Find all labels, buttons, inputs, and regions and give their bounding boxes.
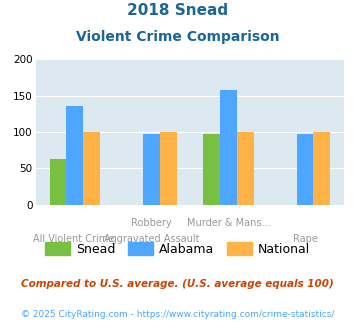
Bar	[160, 132, 177, 205]
Bar	[220, 90, 237, 205]
Bar	[313, 132, 330, 205]
Text: All Violent Crime: All Violent Crime	[33, 234, 115, 244]
Text: Murder & Mans...: Murder & Mans...	[187, 218, 270, 228]
Bar	[50, 159, 66, 205]
Text: Compared to U.S. average. (U.S. average equals 100): Compared to U.S. average. (U.S. average …	[21, 279, 334, 289]
Bar	[237, 132, 253, 205]
Bar	[66, 106, 83, 205]
Text: Robbery: Robbery	[131, 218, 171, 228]
Text: Violent Crime Comparison: Violent Crime Comparison	[76, 30, 279, 44]
Legend: Snead, Alabama, National: Snead, Alabama, National	[40, 237, 315, 261]
Text: Aggravated Assault: Aggravated Assault	[104, 234, 199, 244]
Bar	[143, 134, 160, 205]
Text: © 2025 CityRating.com - https://www.cityrating.com/crime-statistics/: © 2025 CityRating.com - https://www.city…	[21, 310, 334, 319]
Text: 2018 Snead: 2018 Snead	[127, 3, 228, 18]
Text: Rape: Rape	[293, 234, 318, 244]
Bar	[83, 132, 100, 205]
Bar	[203, 134, 220, 205]
Bar	[296, 134, 313, 205]
